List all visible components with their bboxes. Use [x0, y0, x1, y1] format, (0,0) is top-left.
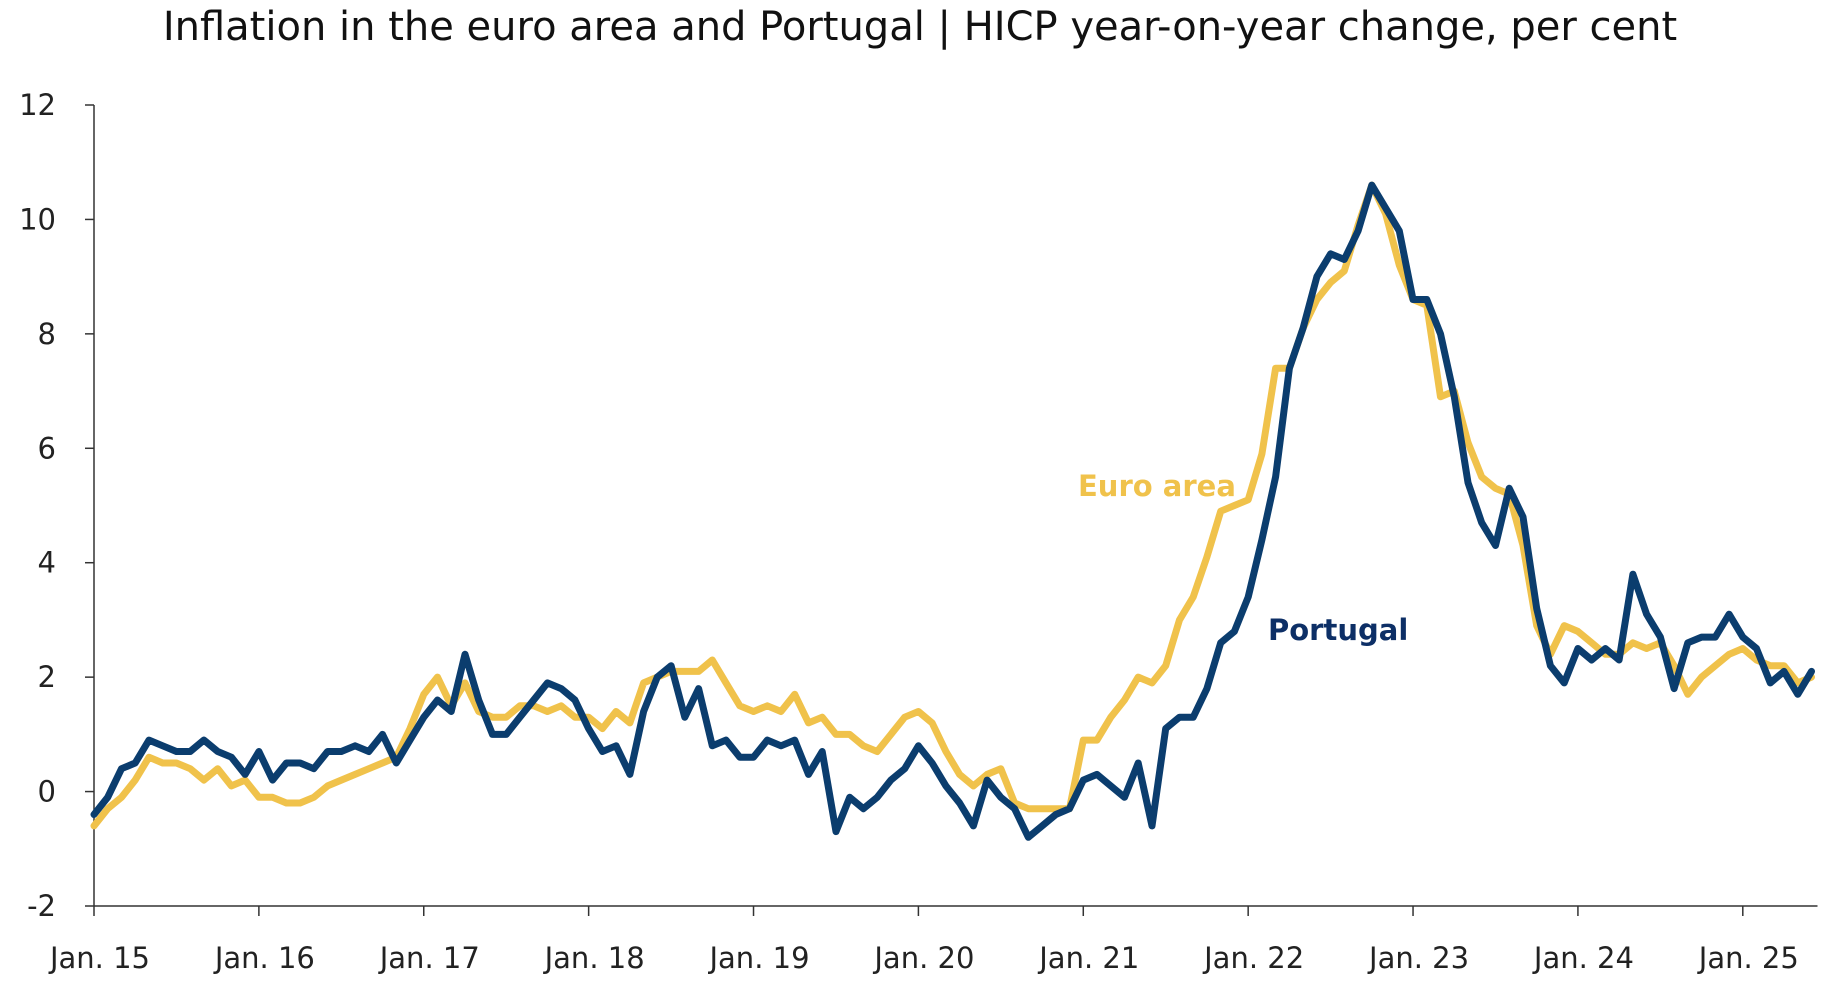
x-tick-label: Jan. 20	[872, 941, 974, 975]
x-tick-label: Jan. 25	[1697, 941, 1799, 975]
x-tick-label: Jan. 19	[707, 941, 809, 975]
x-tick-label: Jan. 23	[1367, 941, 1469, 975]
y-tick-label: 8	[38, 317, 56, 351]
y-tick-label: 2	[38, 660, 56, 694]
y-tick-label: 12	[19, 88, 56, 122]
series-lines	[90, 181, 1815, 841]
y-tick-label: 4	[38, 546, 56, 580]
series-line-euro-area	[90, 181, 1815, 830]
x-tick-label: Jan. 15	[48, 941, 150, 975]
y-tick-label: -2	[27, 889, 56, 923]
x-tick-label: Jan. 21	[1037, 941, 1139, 975]
x-tick-label: Jan. 17	[378, 941, 480, 975]
x-tick-label: Jan. 24	[1532, 941, 1634, 975]
y-axis: -2 0 2 4 6 8 10 12	[19, 88, 95, 923]
series-line-portugal	[90, 181, 1815, 841]
series-label-portugal: Portugal	[1268, 613, 1408, 647]
y-tick-label: 10	[19, 202, 56, 236]
y-tick-label: 0	[38, 775, 56, 809]
x-axis: Jan. 15 Jan. 16 Jan. 17 Jan. 18 Jan. 19 Jan. …	[48, 905, 1818, 975]
x-tick-label: Jan. 16	[213, 941, 315, 975]
series-label-euro-area: Euro area	[1078, 469, 1236, 503]
x-tick-label: Jan. 18	[543, 941, 645, 975]
y-tick-label: 6	[38, 431, 56, 465]
x-tick-label: Jan. 22	[1202, 941, 1304, 975]
chart-title: Inflation in the euro area and Portugal …	[162, 4, 1678, 50]
